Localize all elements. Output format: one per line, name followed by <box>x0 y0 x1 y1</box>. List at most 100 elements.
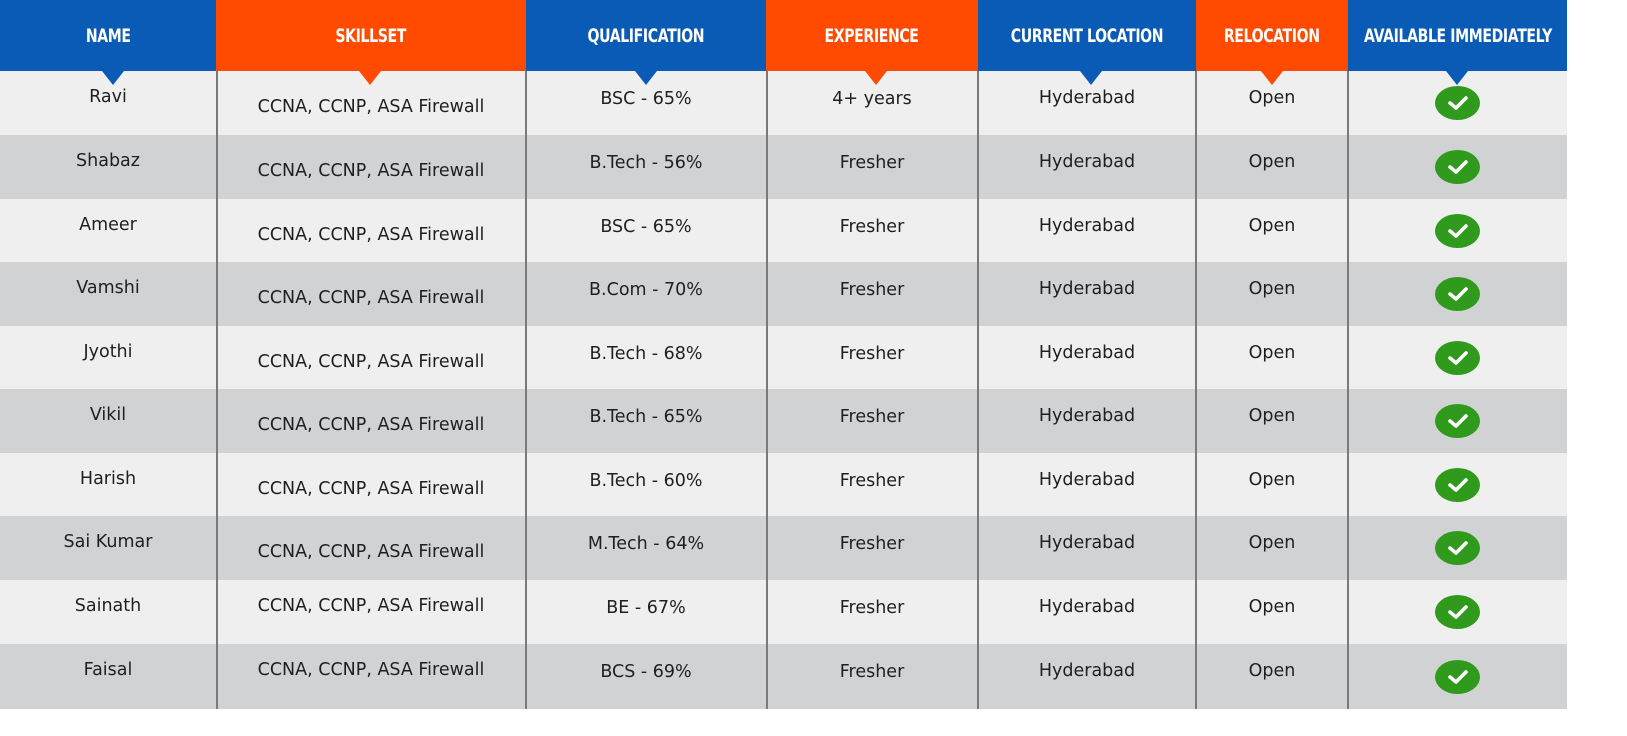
location-cell: Hyderabad <box>1038 597 1136 617</box>
name-cell: Sainath <box>74 596 142 616</box>
checkmark-icon <box>1435 213 1480 248</box>
available-cell <box>1348 516 1567 580</box>
caret-down-icon <box>1261 71 1283 85</box>
column-header-available-immediately: AVAILABLE IMMEDIATELY <box>1348 0 1567 71</box>
table-row: Sainath CCNA, CCNP, ASA Firewall BE - 67% F… <box>0 580 1567 644</box>
skillset-cell: CCNA, CCNP, ASA Firewall <box>257 288 485 308</box>
candidate-table: NAME SKILLSET QUALIFICATION EXPERIENCE CURRE… <box>0 0 1567 709</box>
relocation-cell: Open <box>1248 597 1296 617</box>
experience-cell: Fresher <box>839 280 905 300</box>
column-header-label: RELOCATION <box>1224 24 1320 47</box>
checkmark-icon <box>1435 150 1480 184</box>
experience-cell: Fresher <box>839 344 905 364</box>
column-header-label: SKILLSET <box>335 24 407 47</box>
caret-down-icon <box>359 71 381 85</box>
available-cell <box>1348 326 1567 389</box>
qualification-cell: B.Com - 70% <box>589 280 703 300</box>
relocation-cell: Open <box>1248 661 1296 681</box>
relocation-cell: Open <box>1248 470 1296 490</box>
checkmark-icon <box>1435 86 1480 120</box>
available-cell <box>1348 453 1567 516</box>
relocation-cell: Open <box>1248 533 1296 553</box>
name-cell: Vikil <box>89 405 127 425</box>
location-cell: Hyderabad <box>1038 406 1136 426</box>
available-cell <box>1348 644 1567 709</box>
experience-cell: Fresher <box>839 598 905 618</box>
relocation-cell: Open <box>1248 279 1296 299</box>
table-row: Harish CCNA, CCNP, ASA Firewall B.Tech - 6… <box>0 453 1567 516</box>
skillset-cell: CCNA, CCNP, ASA Firewall <box>257 225 485 245</box>
experience-cell: Fresher <box>839 534 905 554</box>
column-header-label: QUALIFICATION <box>587 24 705 47</box>
checkmark-icon <box>1435 277 1480 311</box>
table-row: Vamshi CCNA, CCNP, ASA Firewall B.Com - 70… <box>0 262 1567 326</box>
column-header-label: EXPERIENCE <box>824 24 919 47</box>
table-row: Jyothi CCNA, CCNP, ASA Firewall B.Tech - 6… <box>0 326 1567 389</box>
column-divider <box>977 71 979 709</box>
location-cell: Hyderabad <box>1038 661 1136 681</box>
skillset-cell: CCNA, CCNP, ASA Firewall <box>257 415 485 435</box>
qualification-cell: B.Tech - 56% <box>589 153 703 173</box>
checkmark-icon <box>1435 659 1480 694</box>
name-cell: Harish <box>79 469 137 489</box>
column-header-current-location: CURRENT LOCATION <box>978 0 1196 71</box>
skillset-cell: CCNA, CCNP, ASA Firewall <box>257 479 485 499</box>
column-header-qualification: QUALIFICATION <box>526 0 766 71</box>
name-cell: Ameer <box>79 215 137 235</box>
location-cell: Hyderabad <box>1038 470 1136 490</box>
column-header-skillset: SKILLSET <box>216 0 526 71</box>
column-divider <box>216 71 218 709</box>
caret-down-icon <box>1080 71 1102 85</box>
name-cell: Vamshi <box>76 278 140 298</box>
location-cell: Hyderabad <box>1038 88 1136 108</box>
qualification-cell: B.Tech - 65% <box>589 407 703 427</box>
available-cell <box>1348 262 1567 326</box>
name-cell: Ravi <box>89 87 127 107</box>
location-cell: Hyderabad <box>1038 343 1136 363</box>
experience-cell: Fresher <box>839 217 905 237</box>
qualification-cell: B.Tech - 60% <box>589 471 703 491</box>
skillset-cell: CCNA, CCNP, ASA Firewall <box>257 161 485 181</box>
checkmark-icon <box>1435 467 1480 502</box>
checkmark-icon <box>1435 404 1480 438</box>
checkmark-icon <box>1435 531 1480 565</box>
table-row: Shabaz CCNA, CCNP, ASA Firewall B.Tech - 5… <box>0 135 1567 199</box>
location-cell: Hyderabad <box>1038 533 1136 553</box>
experience-cell: 4+ years <box>832 89 912 109</box>
experience-cell: Fresher <box>839 153 905 173</box>
experience-cell: Fresher <box>839 662 905 682</box>
available-cell <box>1348 389 1567 453</box>
table-row: Ravi CCNA, CCNP, ASA Firewall BSC - 65% 4+ … <box>0 71 1567 135</box>
relocation-cell: Open <box>1248 88 1296 108</box>
skillset-cell: CCNA, CCNP, ASA Firewall <box>257 542 485 562</box>
column-header-relocation: RELOCATION <box>1196 0 1348 71</box>
caret-down-icon <box>635 71 657 85</box>
location-cell: Hyderabad <box>1038 279 1136 299</box>
column-divider <box>525 71 527 709</box>
qualification-cell: BE - 67% <box>606 598 686 618</box>
table-row: Faisal CCNA, CCNP, ASA Firewall BCS - 69% F… <box>0 644 1567 709</box>
column-divider <box>1195 71 1197 709</box>
location-cell: Hyderabad <box>1038 152 1136 172</box>
relocation-cell: Open <box>1248 406 1296 426</box>
qualification-cell: BSC - 65% <box>600 217 692 237</box>
available-cell <box>1348 199 1567 262</box>
table-row: Sai Kumar CCNA, CCNP, ASA Firewall M.Tech … <box>0 516 1567 580</box>
skillset-cell: CCNA, CCNP, ASA Firewall <box>257 596 485 616</box>
checkmark-icon <box>1435 340 1480 375</box>
name-cell: Shabaz <box>76 151 140 171</box>
available-cell <box>1348 71 1567 135</box>
qualification-cell: BCS - 69% <box>600 662 692 682</box>
name-cell: Jyothi <box>83 342 133 362</box>
table-row: Vikil CCNA, CCNP, ASA Firewall B.Tech - 65… <box>0 389 1567 453</box>
name-cell: Sai Kumar <box>63 532 153 552</box>
skillset-cell: CCNA, CCNP, ASA Firewall <box>257 352 485 372</box>
caret-down-icon <box>865 71 887 85</box>
relocation-cell: Open <box>1248 152 1296 172</box>
available-cell <box>1348 135 1567 199</box>
column-header-experience: EXPERIENCE <box>766 0 978 71</box>
column-divider <box>766 71 768 709</box>
qualification-cell: B.Tech - 68% <box>589 344 703 364</box>
experience-cell: Fresher <box>839 471 905 491</box>
caret-down-icon <box>1446 71 1468 85</box>
